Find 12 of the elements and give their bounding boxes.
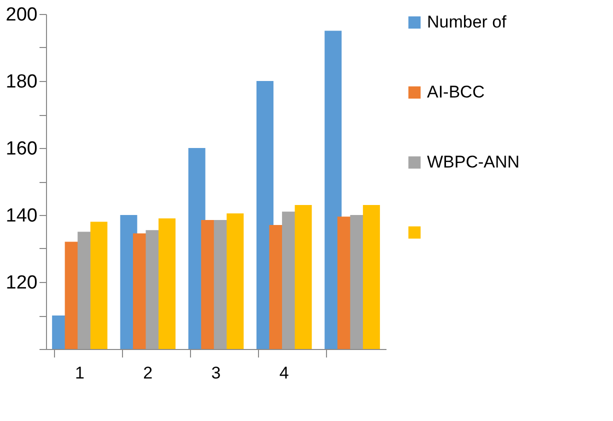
y-tick-label: 200 (6, 4, 38, 26)
y-tick-label: 140 (6, 206, 38, 226)
x-tick-label: 3 (211, 364, 221, 382)
legend-label: WBPC-ANN (427, 152, 520, 172)
legend-label: AI-BCC (427, 82, 485, 102)
y-tick-label: 160 (6, 138, 38, 160)
y-tick-label: 180 (6, 72, 38, 92)
x-tick-label: 2 (143, 364, 153, 382)
y-tick-label: 120 (6, 272, 38, 294)
x-tick-label: 1 (74, 364, 84, 382)
x-tick-label: 4 (279, 364, 289, 382)
legend-label: Number of (427, 12, 507, 32)
